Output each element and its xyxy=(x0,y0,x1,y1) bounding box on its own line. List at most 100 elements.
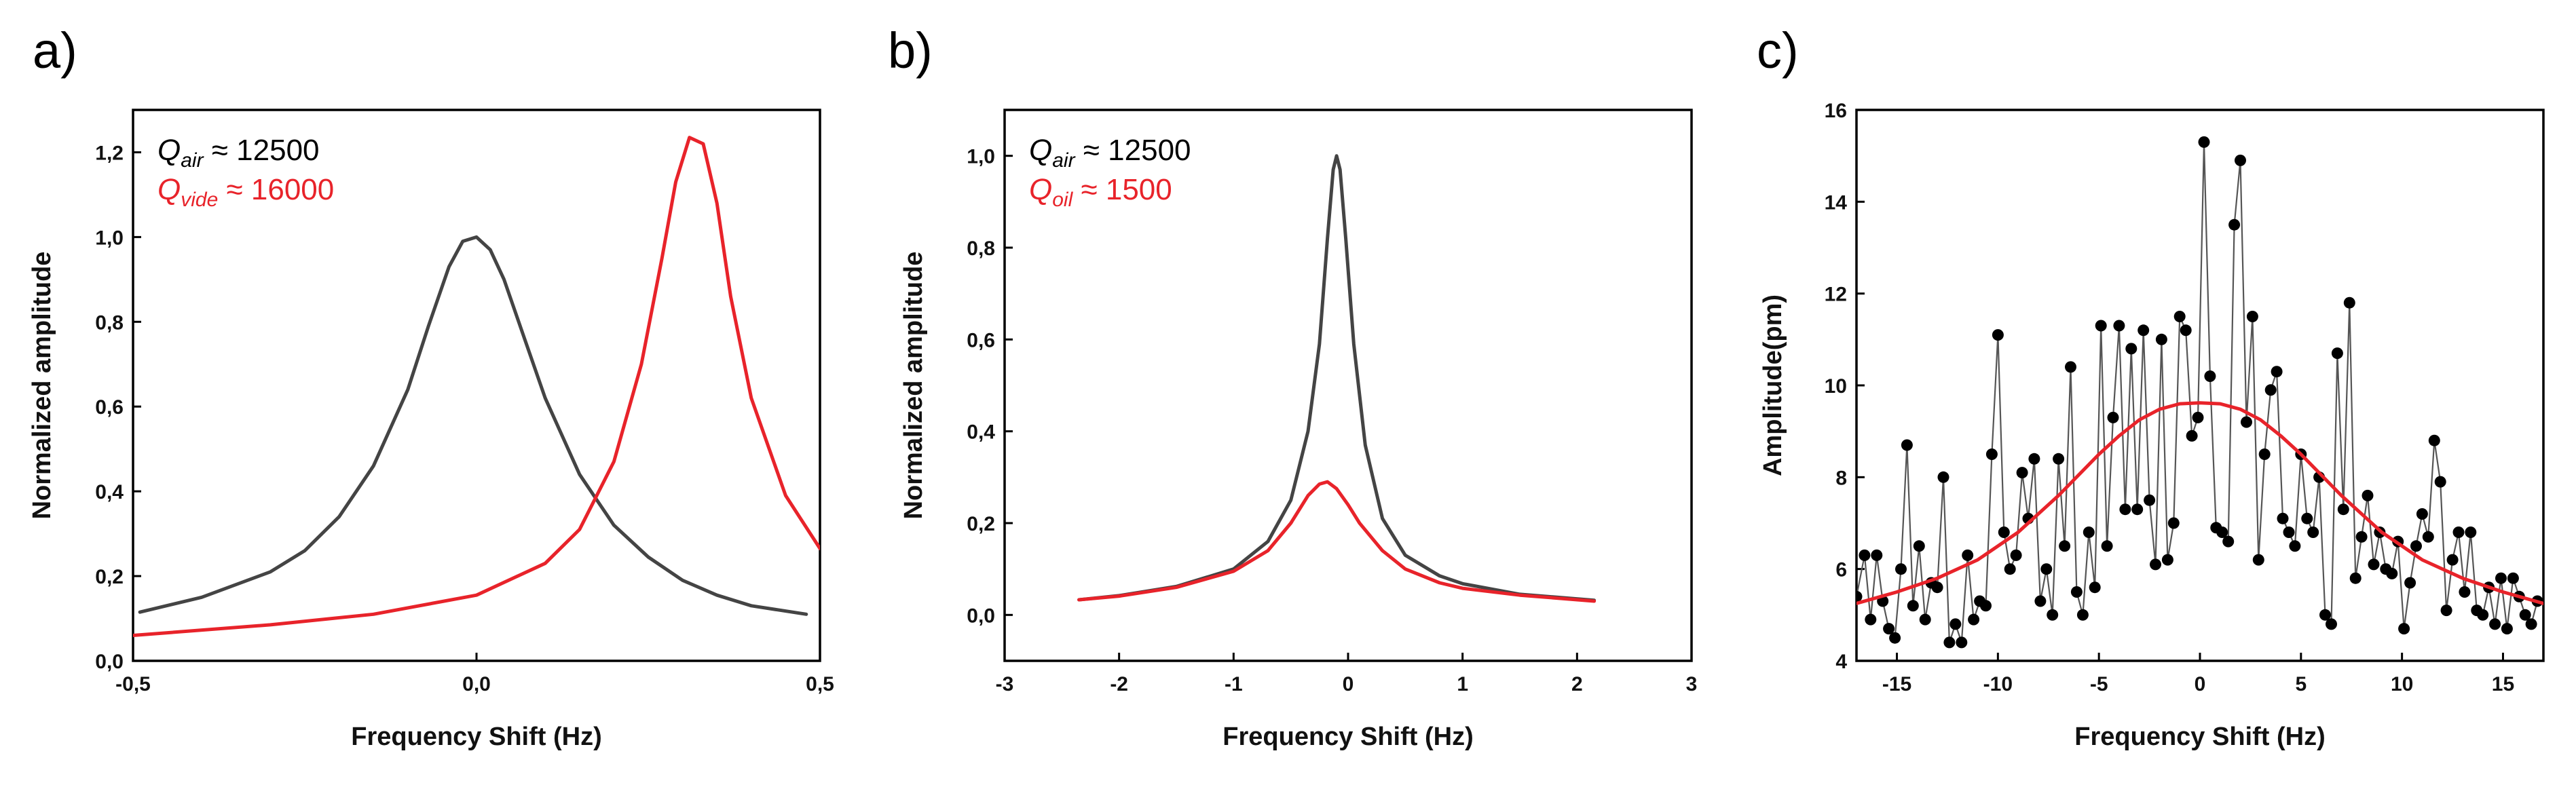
panel-b-y-axis-title: Normalized amplitude xyxy=(899,252,928,520)
panel-c-data-point xyxy=(2144,494,2156,506)
panel-c-data-point xyxy=(2258,448,2271,460)
panel-c-data-point xyxy=(2138,324,2150,337)
panel-c-data-point xyxy=(2119,503,2131,516)
panel-c-data-point xyxy=(2264,384,2277,396)
panel-b-x-tick-label: 1 xyxy=(1457,673,1468,695)
panel-a-label: a) xyxy=(33,22,77,79)
panel-c-data-point xyxy=(2107,411,2119,423)
panel-c-data-point xyxy=(2167,517,2180,529)
panel-c-x-tick-label: -10 xyxy=(1983,673,2013,695)
panel-b-x-tick-label: -3 xyxy=(996,673,1014,695)
panel-c-x-tick-label: -5 xyxy=(2090,673,2108,695)
panel-c-data-point xyxy=(2192,411,2204,423)
panel-c-x-tick-label: 5 xyxy=(2295,673,2307,695)
panel-c: c) -15 -10 -5 0 5 10 15 4 6 8 10 12 14 16 Frequency … xyxy=(1757,22,2545,751)
panel-b-x-ticks: -3 -2 -1 0 1 2 3 xyxy=(996,653,1698,695)
panel-c-data-point xyxy=(2489,618,2501,630)
panel-b-x-tick-label: -1 xyxy=(1225,673,1243,695)
panel-c-data-point xyxy=(1985,448,1998,460)
panel-c-data-point xyxy=(2173,311,2186,322)
panel-c-data-point xyxy=(1919,613,1931,626)
panel-c-data-point xyxy=(1901,439,1913,451)
panel-c-data-point xyxy=(2386,567,2398,579)
panel-c-data-point xyxy=(2495,572,2507,584)
panel-a: a) -0,5 0,0 0,5 0,00,20,40,60,81,01,2 Qair… xyxy=(28,22,834,751)
panel-c-data-point xyxy=(1998,526,2010,538)
panel-c-data-point xyxy=(1937,471,1949,483)
panel-c-data-point xyxy=(2277,512,2289,524)
panel-c-data-point xyxy=(2283,526,2295,538)
panel-b-y-tick-label: 1,0 xyxy=(967,146,995,168)
panel-c-data-point xyxy=(2198,136,2210,148)
panel-c-data-point xyxy=(2161,554,2173,566)
panel-c-data-point xyxy=(2083,526,2095,538)
panel-a-x-tick-label: 0,5 xyxy=(806,673,834,695)
panel-c-data-point xyxy=(2404,577,2416,589)
panel-c-data-point xyxy=(2246,311,2258,322)
panel-a-y-axis-title: Normalized amplitude xyxy=(28,252,56,520)
panel-c-data-point xyxy=(2053,453,2065,465)
panel-c-data-point xyxy=(1992,329,2004,341)
panel-b-legend-air: Qair ≈ 12500 xyxy=(1029,134,1191,172)
panel-c-data-point xyxy=(1859,549,1871,561)
panel-a-y-tick-label: 0,8 xyxy=(95,311,124,334)
panel-c-data-point xyxy=(2186,429,2198,442)
panel-c-data-point xyxy=(2326,618,2337,630)
panel-b-y-tick-label: 0,2 xyxy=(967,513,995,535)
panel-c-data-point xyxy=(2131,503,2144,516)
panel-a-series-air xyxy=(138,235,808,616)
panel-a-x-axis-title: Frequency Shift (Hz) xyxy=(351,723,601,751)
panel-a-x-ticks: -0,5 0,0 0,5 xyxy=(115,653,834,695)
panel-c-data-point xyxy=(2368,558,2380,571)
panel-c-data-point xyxy=(2095,320,2107,332)
panel-c-data-point xyxy=(2398,623,2410,635)
panel-c-label: c) xyxy=(1757,22,1799,79)
panel-c-x-tick-label: 15 xyxy=(2492,673,2514,695)
panel-c-data-point xyxy=(2150,558,2161,571)
panel-c-data-point xyxy=(2452,526,2465,538)
panel-c-data-point xyxy=(2089,581,2101,594)
panel-c-data-point xyxy=(1962,549,1974,561)
panel-c-x-tick-label: -15 xyxy=(1882,673,1911,695)
panel-c-data-point xyxy=(2016,467,2028,479)
panel-c-data-point xyxy=(2010,549,2022,561)
panel-b-x-tick-label: 3 xyxy=(1686,673,1698,695)
panel-a-legend-air: Qair ≈ 12500 xyxy=(157,134,320,172)
panel-b-y-ticks: 0,0 0,2 0,4 0,6 0,8 1,0 xyxy=(967,146,1013,627)
panel-c-data-point xyxy=(2271,366,2283,378)
panel-c-data-point xyxy=(1943,636,1956,649)
panel-c-data-point xyxy=(2337,503,2349,516)
panel-c-data-point xyxy=(2446,554,2459,566)
panel-c-data-point xyxy=(2289,540,2301,552)
panel-c-data-point xyxy=(2204,370,2216,382)
panel-c-data-point xyxy=(2241,416,2252,428)
panel-c-data-point xyxy=(2349,572,2362,584)
panel-a-y-tick-label: 0,2 xyxy=(95,566,124,588)
panel-c-data-point xyxy=(1968,613,1980,626)
panel-c-y-tick-label: 4 xyxy=(1835,651,1847,673)
panel-c-data-point xyxy=(2113,320,2125,332)
panel-c-data-point xyxy=(2180,324,2192,337)
panel-c-data-point xyxy=(2507,572,2519,584)
panel-c-data-point xyxy=(2222,535,2235,548)
panel-c-y-tick-label: 12 xyxy=(1825,284,1847,306)
panel-b-x-tick-label: 0 xyxy=(1343,673,1354,695)
panel-c-data-point xyxy=(2440,605,2452,617)
panel-c-data-point xyxy=(1907,600,1919,612)
panel-a-series xyxy=(133,136,820,637)
panel-c-data-point xyxy=(2028,453,2040,465)
panel-c-y-tick-label: 16 xyxy=(1825,100,1847,122)
panel-c-plot-frame xyxy=(1855,109,2545,662)
panel-c-data-point xyxy=(2076,609,2089,621)
panel-c-data-point xyxy=(2155,333,2167,345)
panel-b-x-tick-label: -2 xyxy=(1110,673,1128,695)
panel-c-data-point xyxy=(2070,586,2083,598)
panel-c-data-point xyxy=(1949,618,1962,630)
panel-c-data-point xyxy=(2065,361,2076,373)
panel-c-data-point xyxy=(2301,512,2313,524)
panel-c-y-tick-label: 6 xyxy=(1835,559,1847,581)
panel-c-x-axis-title: Frequency Shift (Hz) xyxy=(2074,723,2325,751)
panel-a-x-tick-label: -0,5 xyxy=(115,673,151,695)
panel-c-data-point xyxy=(2047,609,2059,621)
panel-c-data-point xyxy=(1980,600,1992,612)
